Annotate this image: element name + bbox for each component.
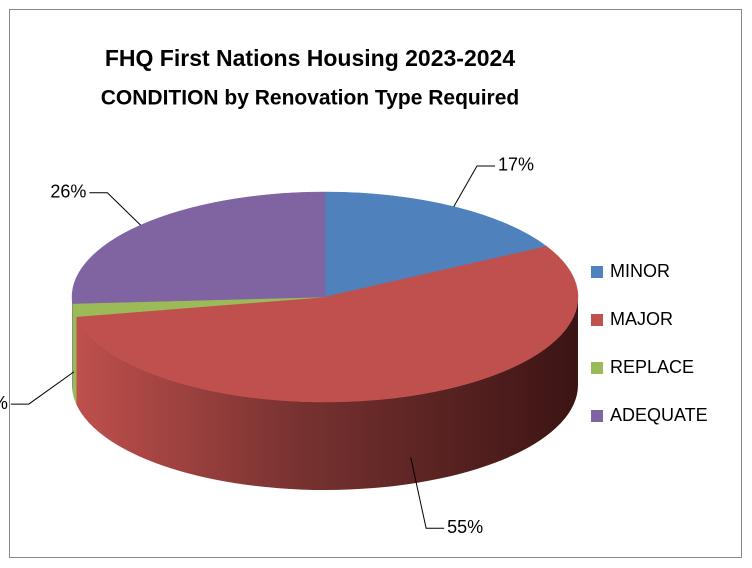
legend-swatch bbox=[591, 314, 603, 326]
legend-swatch bbox=[591, 266, 603, 278]
data-label: 26% bbox=[50, 182, 86, 202]
chart-subtitle: CONDITION by Renovation Type Required bbox=[101, 87, 519, 110]
data-label: 17% bbox=[498, 155, 534, 175]
data-label: 55% bbox=[447, 517, 483, 537]
leader-line bbox=[89, 192, 141, 226]
leader-line bbox=[453, 165, 495, 207]
pie-slice bbox=[324, 191, 548, 298]
pie-wall bbox=[72, 303, 77, 405]
leader-line bbox=[410, 457, 445, 529]
pie-wall bbox=[76, 297, 578, 491]
legend-swatch bbox=[591, 410, 603, 422]
pie-slice bbox=[76, 246, 579, 403]
leader-line bbox=[10, 371, 75, 405]
legend-label: MINOR bbox=[610, 261, 670, 281]
legend-label: REPLACE bbox=[610, 357, 694, 377]
legend-label: ADEQUATE bbox=[610, 405, 708, 425]
chart-title: FHQ First Nations Housing 2023-2024 bbox=[105, 45, 515, 71]
data-label: 2% bbox=[0, 393, 8, 413]
legend-label: MAJOR bbox=[610, 309, 673, 329]
legend-swatch bbox=[591, 362, 603, 374]
